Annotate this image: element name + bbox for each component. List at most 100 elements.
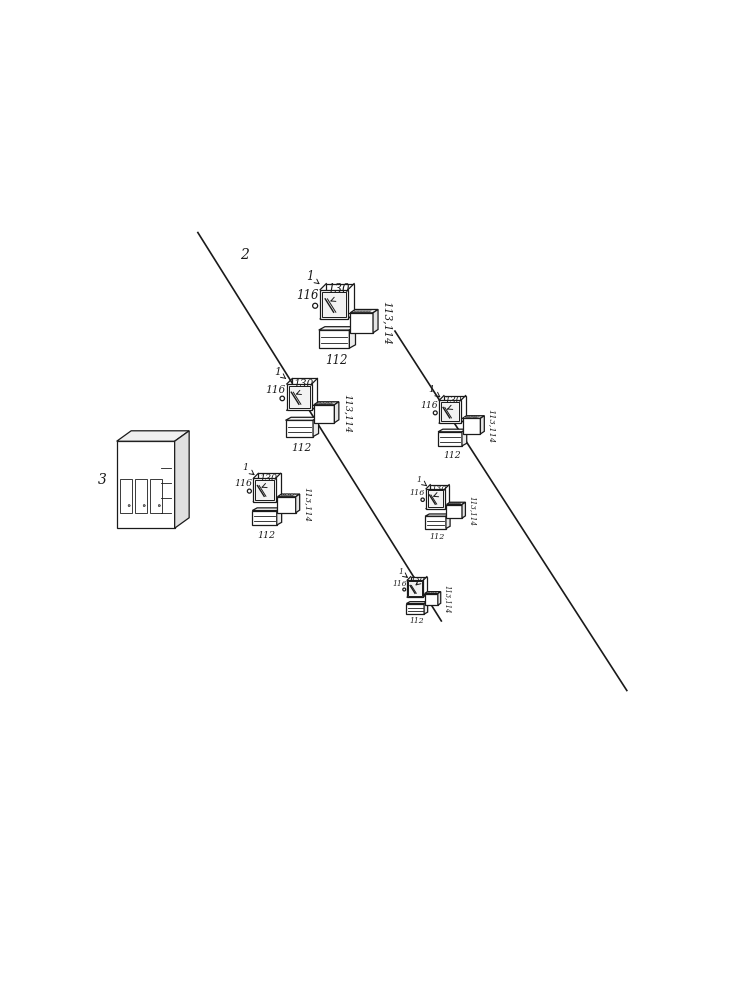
Polygon shape <box>334 402 339 423</box>
Polygon shape <box>411 577 427 594</box>
Text: 113,114: 113,114 <box>443 585 451 614</box>
Text: 112: 112 <box>325 354 348 367</box>
Text: 116: 116 <box>420 401 438 410</box>
Polygon shape <box>425 514 450 516</box>
Text: 112: 112 <box>292 443 312 453</box>
Polygon shape <box>480 416 484 434</box>
Polygon shape <box>462 416 484 418</box>
Bar <box>255 480 274 500</box>
Bar <box>408 581 422 596</box>
Bar <box>135 479 147 513</box>
Polygon shape <box>319 327 355 330</box>
Text: 130: 130 <box>293 379 313 394</box>
Circle shape <box>143 505 145 507</box>
Bar <box>286 384 312 410</box>
Polygon shape <box>424 602 428 614</box>
Text: 130: 130 <box>445 396 462 409</box>
Bar <box>322 292 346 317</box>
Polygon shape <box>292 378 317 405</box>
Polygon shape <box>430 485 449 505</box>
Text: 1: 1 <box>399 568 408 577</box>
Polygon shape <box>462 502 465 518</box>
Polygon shape <box>350 309 378 313</box>
Polygon shape <box>349 327 355 348</box>
Bar <box>447 505 462 518</box>
Bar <box>425 516 446 529</box>
Text: 113,114: 113,114 <box>343 394 352 433</box>
Bar <box>462 418 480 434</box>
Text: 1: 1 <box>416 476 426 486</box>
Bar <box>289 386 310 408</box>
Text: 130: 130 <box>260 474 278 488</box>
Polygon shape <box>258 473 280 497</box>
Polygon shape <box>447 502 465 505</box>
Polygon shape <box>326 284 354 313</box>
Circle shape <box>403 588 405 591</box>
Text: 112: 112 <box>430 533 445 541</box>
Bar <box>406 604 424 614</box>
Polygon shape <box>286 417 319 420</box>
Circle shape <box>128 505 130 507</box>
Circle shape <box>433 411 438 415</box>
Polygon shape <box>373 309 378 333</box>
Text: 3: 3 <box>97 473 106 487</box>
Bar <box>286 420 313 437</box>
Text: 1: 1 <box>428 385 440 397</box>
Polygon shape <box>438 592 441 605</box>
Text: 1: 1 <box>274 367 286 379</box>
Text: 113,114: 113,114 <box>382 301 392 345</box>
Polygon shape <box>425 592 441 594</box>
Bar <box>319 330 349 348</box>
Polygon shape <box>438 429 467 432</box>
Polygon shape <box>406 602 428 604</box>
Polygon shape <box>117 431 189 441</box>
Polygon shape <box>175 431 189 528</box>
Circle shape <box>248 489 251 493</box>
Bar <box>120 479 132 513</box>
Polygon shape <box>278 494 300 497</box>
Bar <box>117 441 175 528</box>
Text: 116: 116 <box>296 289 319 302</box>
Text: 130: 130 <box>411 576 425 585</box>
Bar <box>438 432 462 446</box>
Polygon shape <box>313 417 319 437</box>
Bar <box>428 490 444 507</box>
Text: 1: 1 <box>242 463 254 475</box>
Text: 130: 130 <box>431 485 447 497</box>
Circle shape <box>280 396 284 401</box>
Polygon shape <box>314 402 339 405</box>
Bar <box>426 489 445 509</box>
Polygon shape <box>462 429 467 446</box>
Polygon shape <box>295 494 300 513</box>
Text: 2: 2 <box>240 248 248 262</box>
Text: 112: 112 <box>258 531 276 540</box>
Text: 113,114: 113,114 <box>468 496 476 526</box>
Polygon shape <box>446 514 450 529</box>
Bar <box>150 479 162 513</box>
Circle shape <box>313 303 318 308</box>
Polygon shape <box>252 508 282 511</box>
Polygon shape <box>444 396 466 418</box>
Text: 130: 130 <box>328 283 350 301</box>
Text: 112: 112 <box>410 617 424 625</box>
Bar <box>441 402 459 421</box>
Text: 1: 1 <box>306 270 319 284</box>
Text: 113,114: 113,114 <box>488 409 496 443</box>
Bar <box>439 400 461 423</box>
Text: 116: 116 <box>410 489 425 497</box>
Bar <box>314 405 334 423</box>
Circle shape <box>159 505 160 507</box>
Text: 116: 116 <box>234 479 252 488</box>
Text: 116: 116 <box>265 385 286 395</box>
Text: 112: 112 <box>444 451 461 460</box>
Text: 116: 116 <box>393 580 407 588</box>
Bar <box>254 478 276 502</box>
Bar <box>350 313 373 333</box>
Bar <box>407 580 423 597</box>
Bar <box>278 497 295 513</box>
Text: 113,114: 113,114 <box>303 487 311 522</box>
Bar <box>425 594 438 605</box>
Polygon shape <box>277 508 282 525</box>
Circle shape <box>421 498 424 501</box>
Bar <box>320 290 348 319</box>
